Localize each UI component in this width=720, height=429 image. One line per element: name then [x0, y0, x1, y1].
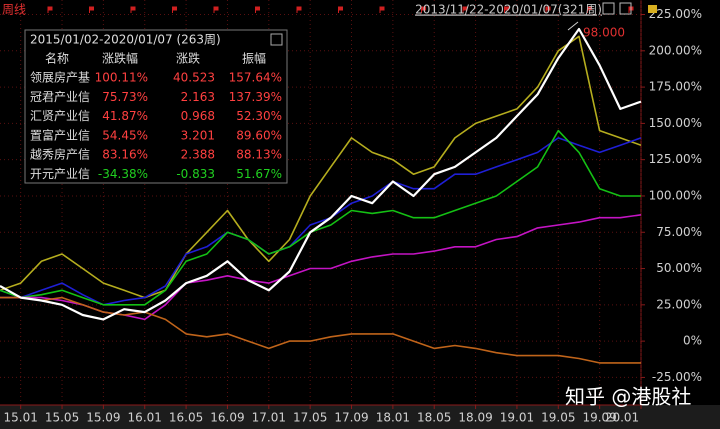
button[interactable]: [602, 2, 615, 15]
x-tick-label: 17.09: [334, 411, 368, 425]
table-cell: 88.13%: [236, 148, 282, 162]
stats-table: 2015/01/02-2020/01/07 (263周) 名称 涨跌幅 涨跌 振幅领展…: [24, 29, 288, 184]
flag-marker: [587, 6, 592, 13]
table-header: 振幅: [242, 51, 266, 66]
y-tick-label: 150.00%: [649, 116, 702, 130]
row-name: 置富产业信: [30, 127, 90, 142]
x-tick-label: 15.05: [45, 411, 79, 425]
flag-marker: [296, 6, 302, 13]
x-tick-label: 15.09: [86, 411, 120, 425]
flag-marker: [421, 6, 426, 13]
close-button[interactable]: [270, 33, 283, 46]
table-cell: 2.163: [181, 90, 215, 104]
y-tick-label: 200.00%: [649, 43, 702, 57]
table-cell: 157.64%: [229, 71, 282, 85]
lock-icon: [648, 5, 657, 13]
flag-marker: [172, 6, 177, 13]
table-header: 涨跌: [176, 51, 200, 66]
x-tick-label: 16.01: [128, 411, 162, 425]
table-cell: -34.38%: [98, 167, 148, 181]
flag-marker: [462, 6, 468, 13]
table-header: 名称: [45, 51, 69, 66]
series-line: [0, 27, 642, 321]
watermark: 知乎 @港股社: [565, 385, 691, 409]
y-tick-label: 75.00%: [656, 225, 702, 239]
flag-marker: [213, 6, 219, 13]
y-tick-label: 125.00%: [649, 152, 702, 166]
row-name: 越秀房产信: [30, 147, 90, 162]
range-label: 2013/11/22-2020/01/07(321周): [415, 3, 602, 17]
flag-marker: [504, 6, 509, 13]
x-tick-label: 18.01: [376, 411, 410, 425]
table-title: 2015/01/02-2020/01/07 (263周): [30, 33, 221, 47]
y-tick-label: 25.00%: [656, 297, 702, 311]
period-label: 周线: [2, 3, 26, 17]
annotation-arrow: [567, 21, 579, 31]
axes: 225.00% 200.00% 175.00% 150.00% 125.00% 100.0…: [3, 6, 702, 425]
table-cell: 100.11%: [95, 71, 148, 85]
series-line: [0, 129, 641, 306]
flag-marker: [89, 6, 94, 13]
flag-marker: [379, 6, 385, 13]
flag-marker: [255, 6, 260, 13]
table-cell: 41.87%: [102, 109, 148, 123]
table-cell: 54.45%: [102, 128, 148, 142]
table-cell: 83.16%: [102, 148, 148, 162]
table-cell: 2.388: [181, 148, 215, 162]
table-header: 涨跌幅: [102, 51, 138, 66]
y-tick-label: -25.00%: [652, 370, 702, 384]
flag-marker: [338, 6, 343, 13]
x-tick-label: 18.09: [458, 411, 492, 425]
y-tick-label: 225.00%: [649, 7, 702, 21]
y-tick-label: 175.00%: [649, 80, 702, 94]
annotation: 98.000: [583, 26, 625, 40]
table-box: [24, 29, 288, 184]
row-name: 开元产业信: [30, 167, 90, 181]
row-name: 冠君产业信: [30, 90, 90, 104]
table-cell: 0.968: [181, 109, 215, 123]
table-cell: 137.39%: [229, 90, 282, 104]
series-line: [0, 35, 642, 299]
flag-marker: [130, 6, 136, 13]
x-tick-label: 15.01: [3, 411, 37, 425]
table-cell: 89.60%: [236, 128, 282, 142]
x-tick-label: 20.01: [605, 411, 639, 425]
table-cell: 40.523: [173, 71, 215, 85]
table-cell: -0.833: [176, 167, 215, 181]
table-cell: 75.73%: [102, 90, 148, 104]
lines: [0, 27, 642, 364]
x-tick-label: 19.05: [541, 411, 575, 425]
row-name: 汇贤产业信: [30, 109, 90, 123]
flag-marker: [545, 6, 551, 13]
x-tick-label: 16.05: [169, 411, 203, 425]
x-tick-label: 19.01: [500, 411, 534, 425]
series-line: [0, 296, 641, 364]
x-tick-label: 19.09: [582, 411, 616, 425]
table-cell: 52.30%: [236, 109, 282, 123]
x-tick-label: 17.05: [293, 411, 327, 425]
flag-marker: [47, 6, 53, 13]
button[interactable]: [619, 2, 632, 15]
table-cell: 51.67%: [236, 167, 282, 181]
y-tick-label: 100.00%: [649, 188, 702, 202]
table-cell: 3.201: [181, 128, 215, 142]
grid: [0, 0, 642, 405]
y-tick-label: 0%: [683, 334, 702, 348]
x-tick-label: 16.09: [210, 411, 244, 425]
x-tick-label: 17.01: [252, 411, 286, 425]
row-name: 领展房产基: [30, 70, 90, 85]
x-tick-label: 18.05: [417, 411, 451, 425]
y-tick-label: 50.00%: [656, 261, 702, 275]
